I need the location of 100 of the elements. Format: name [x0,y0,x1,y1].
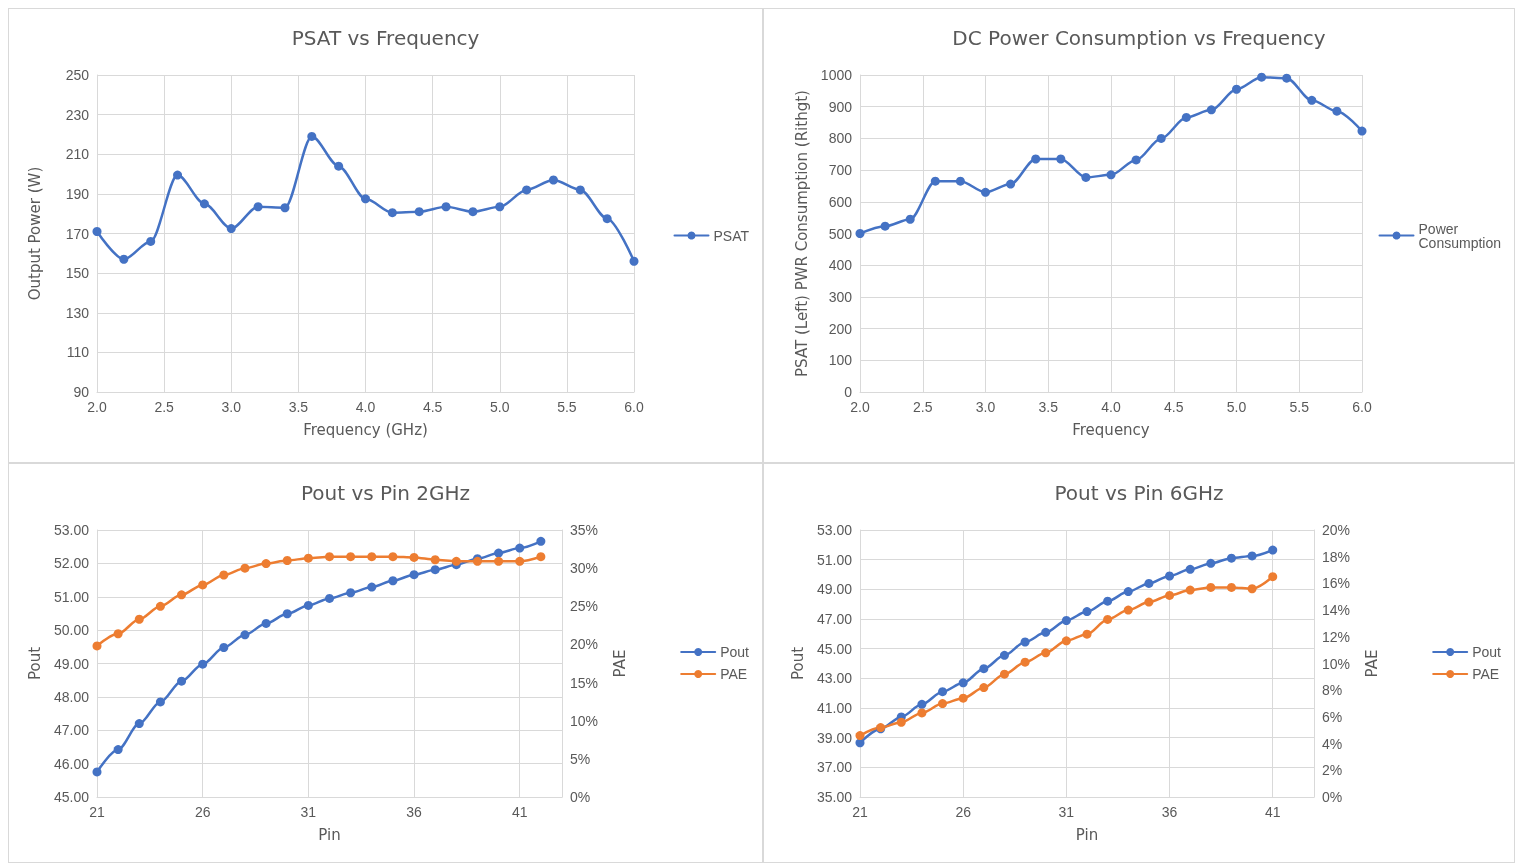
point [1041,627,1051,637]
y-tick-label: 130 [65,304,90,321]
point [173,170,183,180]
point [855,229,865,238]
y-tick-label: 45.00 [53,789,90,805]
point [219,642,229,652]
x-tick-label: 26 [194,804,211,820]
x-tick-label: 2.5 [154,399,175,415]
point [1156,133,1166,143]
point [409,570,419,580]
point [1020,637,1030,647]
y-tick-label: 900 [828,98,853,115]
point [307,131,317,141]
x-axis-title: Frequency (GHz) [303,420,428,439]
y-tick-label: 37.00 [816,759,853,776]
point [515,556,525,566]
point [1103,614,1113,624]
x-tick-label: 2.5 [913,399,933,415]
y2-tick-label: 4% [1322,735,1343,752]
point [388,576,398,586]
y-tick-label: 49.00 [53,655,90,672]
chart-title: Pout vs Pin 2GHz [300,481,471,505]
point [1082,629,1092,639]
point [958,693,968,703]
point [282,609,292,619]
point [548,175,558,185]
y-tick-label: 47.00 [816,611,853,627]
point [629,256,639,266]
point [119,254,129,264]
y-tick-label: 53.00 [816,522,853,538]
x-tick-label: 6.0 [1352,399,1372,415]
y2-axis-title: PAE [1362,649,1381,678]
legend-label: Power Consumption [1418,220,1502,251]
y2-tick-label: 6% [1322,708,1343,725]
y2-tick-label: 8% [1322,682,1343,699]
point [522,185,532,195]
point [1232,84,1241,94]
y-tick-label: 43.00 [816,670,853,687]
x-tick-label: 4.5 [422,399,443,415]
x-tick-label: 21 [852,804,868,820]
point [1185,585,1195,595]
x-tick-label: 6.0 [624,399,644,415]
point [1061,615,1071,625]
x-axis-title: Frequency [1072,420,1150,439]
point [981,187,990,197]
point [1307,95,1317,105]
point [1226,582,1236,592]
point [999,669,1009,679]
point [536,552,546,562]
chart-title: DC Power Consumption vs Frequency [952,26,1326,50]
y-tick-label: 190 [65,185,90,202]
x-tick-label: 36 [406,804,423,820]
point [261,559,271,569]
point [346,588,356,598]
y-tick-label: 600 [828,193,853,210]
point [1081,172,1091,182]
legend-label: PSAT [713,227,750,244]
point [896,717,906,727]
y-tick-label: 35.00 [816,789,853,805]
x-tick-label: 4.0 [355,399,376,415]
point [155,697,165,707]
point [1206,558,1216,568]
point [602,214,612,224]
point [575,185,585,195]
y2-tick-label: 15% [570,674,599,691]
y-tick-label: 47.00 [53,722,90,739]
legend-label: PAE [1472,666,1500,682]
point [240,563,250,573]
point [303,600,313,610]
point [240,630,250,640]
x-tick-label: 4.0 [1101,399,1121,415]
x-tick-label: 5.5 [1289,399,1310,415]
point [917,699,927,709]
point [1103,596,1113,606]
x-tick-label: 26 [955,804,972,820]
point [92,767,102,777]
point [219,570,229,580]
y2-axis-title: PAE [610,649,629,678]
point [177,676,187,686]
point [979,683,989,693]
y-tick-label: 51.00 [816,551,853,568]
point [1268,545,1278,555]
y-axis-title: Output Power (W) [25,166,44,301]
x-tick-label: 5.0 [1226,399,1247,415]
point [938,687,948,697]
point [905,214,915,224]
y-tick-label: 250 [65,67,90,83]
chart-title: Pout vs Pin 6GHz [1054,481,1224,505]
y-tick-label: 50.00 [53,622,90,639]
point [146,236,156,246]
x-tick-label: 2.0 [850,399,870,415]
y-tick-label: 41.00 [816,700,853,716]
point [958,678,968,688]
x-tick-label: 21 [89,804,105,820]
point [253,202,263,212]
point [1357,126,1367,136]
x-tick-label: 5.0 [490,399,510,415]
point [388,552,398,562]
y2-tick-label: 0% [1322,789,1343,805]
point [880,221,890,231]
